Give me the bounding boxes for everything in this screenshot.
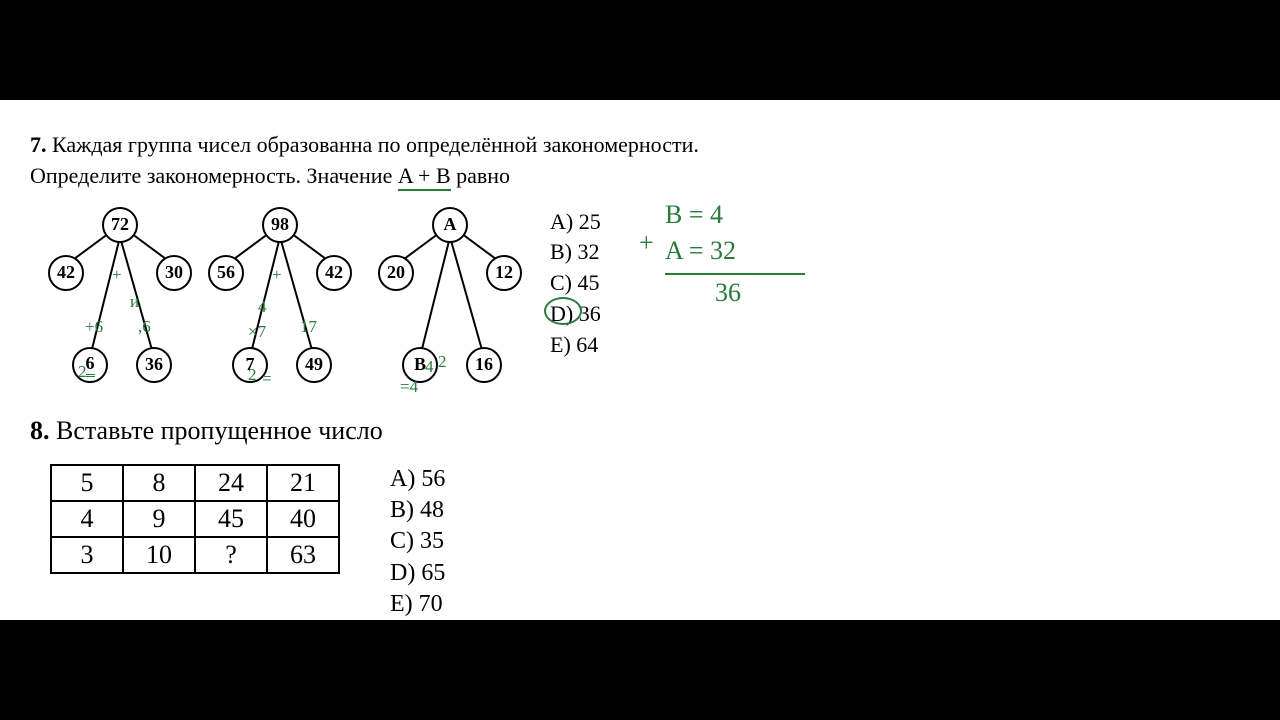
tree-1: 985642749+4×7172= (200, 207, 360, 387)
q7-body: A2012B1642=4985642749+4×7172=724230636+и… (30, 207, 1250, 407)
annotation: ,6 (138, 317, 151, 337)
tree-2: A2012B1642=4 (370, 207, 530, 387)
hand-line1: B = 4 (665, 197, 805, 233)
hand-result: 36 (665, 275, 805, 311)
q7-number: 7. (30, 132, 47, 157)
table-cell: 40 (267, 501, 339, 537)
node: 16 (466, 347, 502, 383)
option: A) 56 (390, 464, 445, 495)
option: C) 45 (550, 268, 601, 299)
q7-options: A) 25B) 32C) 45D) 36E) 64 (550, 207, 601, 361)
node: 42 (316, 255, 352, 291)
annotation: 2 (248, 365, 257, 385)
option: E) 64 (550, 330, 601, 361)
table-cell: 45 (195, 501, 267, 537)
table-cell: 4 (51, 501, 123, 537)
option: E) 70 (390, 589, 445, 620)
table-cell: 24 (195, 465, 267, 501)
q7-handwriting: + B = 4 A = 32 36 (665, 197, 805, 312)
tree-0: 724230636+и+6,62 (40, 207, 200, 387)
node: 36 (136, 347, 172, 383)
table-cell: 8 (123, 465, 195, 501)
node: 56 (208, 255, 244, 291)
q8: 8. Вставьте пропущенное число 5824214945… (30, 416, 1250, 620)
option: B) 48 (390, 495, 445, 526)
annotation: ×7 (248, 322, 266, 342)
annotation: 4 (258, 297, 267, 317)
table-row: 582421 (51, 465, 339, 501)
circled-answer (544, 297, 582, 325)
annotation: 4 (425, 357, 434, 377)
table-row: 494540 (51, 501, 339, 537)
node: 49 (296, 347, 332, 383)
worksheet-page: 7. Каждая группа чисел образованна по оп… (0, 100, 1280, 620)
annotation: =4 (400, 377, 418, 397)
table-cell: 63 (267, 537, 339, 573)
option: B) 32 (550, 237, 601, 268)
annotation: 2 (438, 352, 447, 372)
annotation: и (130, 292, 139, 312)
table-cell: 5 (51, 465, 123, 501)
node: 30 (156, 255, 192, 291)
q7-underlined: A + B (398, 163, 451, 191)
option: A) 25 (550, 207, 601, 238)
node: 20 (378, 255, 414, 291)
q7-prompt: 7. Каждая группа чисел образованна по оп… (30, 130, 1250, 192)
q7-line2a: Определите закономерность. Значение (30, 163, 398, 188)
q8-table: 582421494540310?63 (50, 464, 340, 574)
q7-line2b: равно (451, 163, 510, 188)
q8-title: Вставьте пропущенное число (56, 416, 383, 445)
plus-sign: + (639, 225, 654, 261)
q8-number: 8. (30, 416, 50, 445)
table-cell: 21 (267, 465, 339, 501)
table-cell: 9 (123, 501, 195, 537)
table-row: 310?63 (51, 537, 339, 573)
q8-options: A) 56B) 48C) 35D) 65E) 70 (390, 464, 445, 620)
table-cell: ? (195, 537, 267, 573)
annotation: = (262, 369, 272, 389)
annotation: + (112, 265, 122, 285)
annotation: + (272, 265, 282, 285)
table-cell: 3 (51, 537, 123, 573)
annotation: 17 (300, 317, 317, 337)
node: 98 (262, 207, 298, 243)
node: 12 (486, 255, 522, 291)
annotation: +6 (85, 317, 103, 337)
annotation: 2 (78, 362, 87, 382)
q7-line1: Каждая группа чисел образованна по опред… (52, 132, 699, 157)
node: 72 (102, 207, 138, 243)
option: D) 65 (390, 558, 445, 589)
q8-body: 582421494540310?63 A) 56B) 48C) 35D) 65E… (30, 464, 1250, 620)
table-cell: 10 (123, 537, 195, 573)
option: D) 36 (550, 299, 601, 330)
node: 42 (48, 255, 84, 291)
hand-line2: A = 32 (665, 233, 805, 269)
node: A (432, 207, 468, 243)
option: C) 35 (390, 526, 445, 557)
q8-title-row: 8. Вставьте пропущенное число (30, 416, 1250, 446)
